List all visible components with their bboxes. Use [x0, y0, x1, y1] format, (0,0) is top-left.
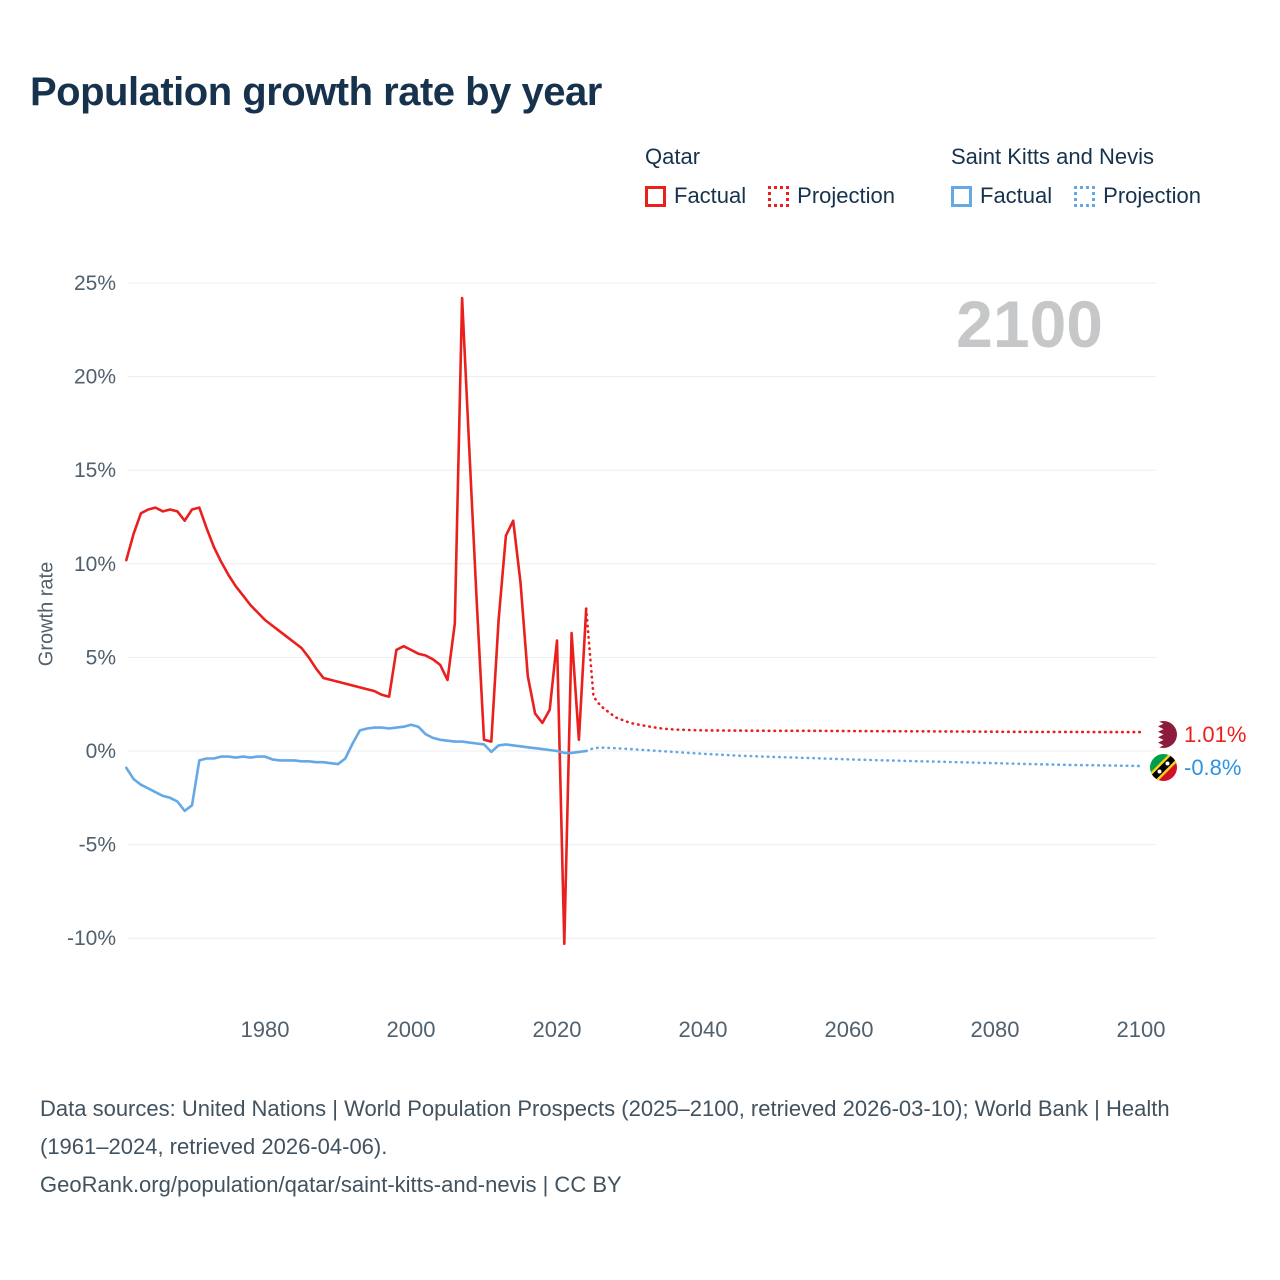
- x-tick-label: 2100: [1117, 1017, 1166, 1042]
- legend-item-qatar-factual[interactable]: Factual: [645, 183, 746, 209]
- qatar-end-value: 1.01%: [1184, 721, 1247, 747]
- legend-item-label: Factual: [674, 183, 747, 208]
- y-tick-label: 0%: [86, 740, 116, 763]
- y-tick-label: -10%: [67, 927, 116, 950]
- legend-item-qatar-projection[interactable]: Projection: [768, 183, 895, 209]
- page-title: Population growth rate by year: [30, 70, 602, 114]
- legend-group-qatar: Qatar Factual Projection: [645, 144, 895, 209]
- qatar-factual-swatch-icon: [645, 185, 666, 207]
- saint-kitts-and-nevis-end-value: -0.8%: [1184, 754, 1242, 780]
- y-tick-label: 20%: [74, 366, 116, 389]
- footer: Data sources: United Nations | World Pop…: [40, 1090, 1220, 1203]
- qatar-projection-swatch-icon: [768, 185, 790, 207]
- x-tick-label: 2040: [679, 1017, 728, 1042]
- skn-projection-swatch-icon: [1074, 185, 1096, 207]
- skn-factual-swatch-icon: [951, 185, 972, 207]
- y-tick-label: 25%: [74, 272, 116, 295]
- saint-kitts-and-nevis-projection-line: [584, 746, 1143, 768]
- y-tick-label: 10%: [74, 553, 116, 576]
- saint-kitts-and-nevis-end-label: -0.8%: [1150, 754, 1241, 781]
- legend: Qatar Factual Projection Saint Kitts and…: [645, 144, 1201, 209]
- saint-kitts-and-nevis-flag-icon: [1150, 754, 1177, 781]
- y-tick-label: -5%: [79, 834, 116, 857]
- attribution-text: GeoRank.org/population/qatar/saint-kitts…: [40, 1171, 622, 1197]
- x-tick-label: 2060: [825, 1017, 874, 1042]
- legend-items-saint-kitts-and-nevis: Factual Projection: [951, 183, 1201, 209]
- legend-items-qatar: Factual Projection: [645, 183, 895, 209]
- qatar-factual-line: [125, 296, 588, 946]
- legend-item-label: Projection: [797, 183, 895, 208]
- watermark-year: 2100: [956, 287, 1103, 361]
- qatar-projection-line: [584, 607, 1143, 734]
- legend-item-label: Factual: [980, 183, 1053, 208]
- y-tick-label: 5%: [86, 646, 116, 669]
- x-tick-label: 1980: [241, 1017, 290, 1042]
- x-tick-label: 2020: [533, 1017, 582, 1042]
- legend-group-title-qatar: Qatar: [645, 144, 701, 169]
- growth-rate-chart: 25% 20% 15% 10% 5% 0% -5% -10% 1980 2000 2020 2040 2…: [67, 272, 1166, 1042]
- qatar-end-label: 1.01%: [1150, 721, 1246, 748]
- legend-group-saint-kitts-and-nevis: Saint Kitts and Nevis Factual Projection: [951, 144, 1201, 209]
- data-sources-text: Data sources: United Nations | World Pop…: [40, 1096, 1170, 1159]
- legend-group-title-saint-kitts-and-nevis: Saint Kitts and Nevis: [951, 144, 1154, 169]
- x-tick-label: 2000: [387, 1017, 436, 1042]
- legend-item-label: Projection: [1103, 183, 1201, 208]
- x-tick-label: 2080: [971, 1017, 1020, 1042]
- legend-item-skn-projection[interactable]: Projection: [1074, 183, 1201, 209]
- y-tick-label: 15%: [74, 459, 116, 482]
- saint-kitts-and-nevis-factual-line: [125, 723, 588, 813]
- legend-item-skn-factual[interactable]: Factual: [951, 183, 1052, 209]
- qatar-flag-icon: [1150, 721, 1177, 748]
